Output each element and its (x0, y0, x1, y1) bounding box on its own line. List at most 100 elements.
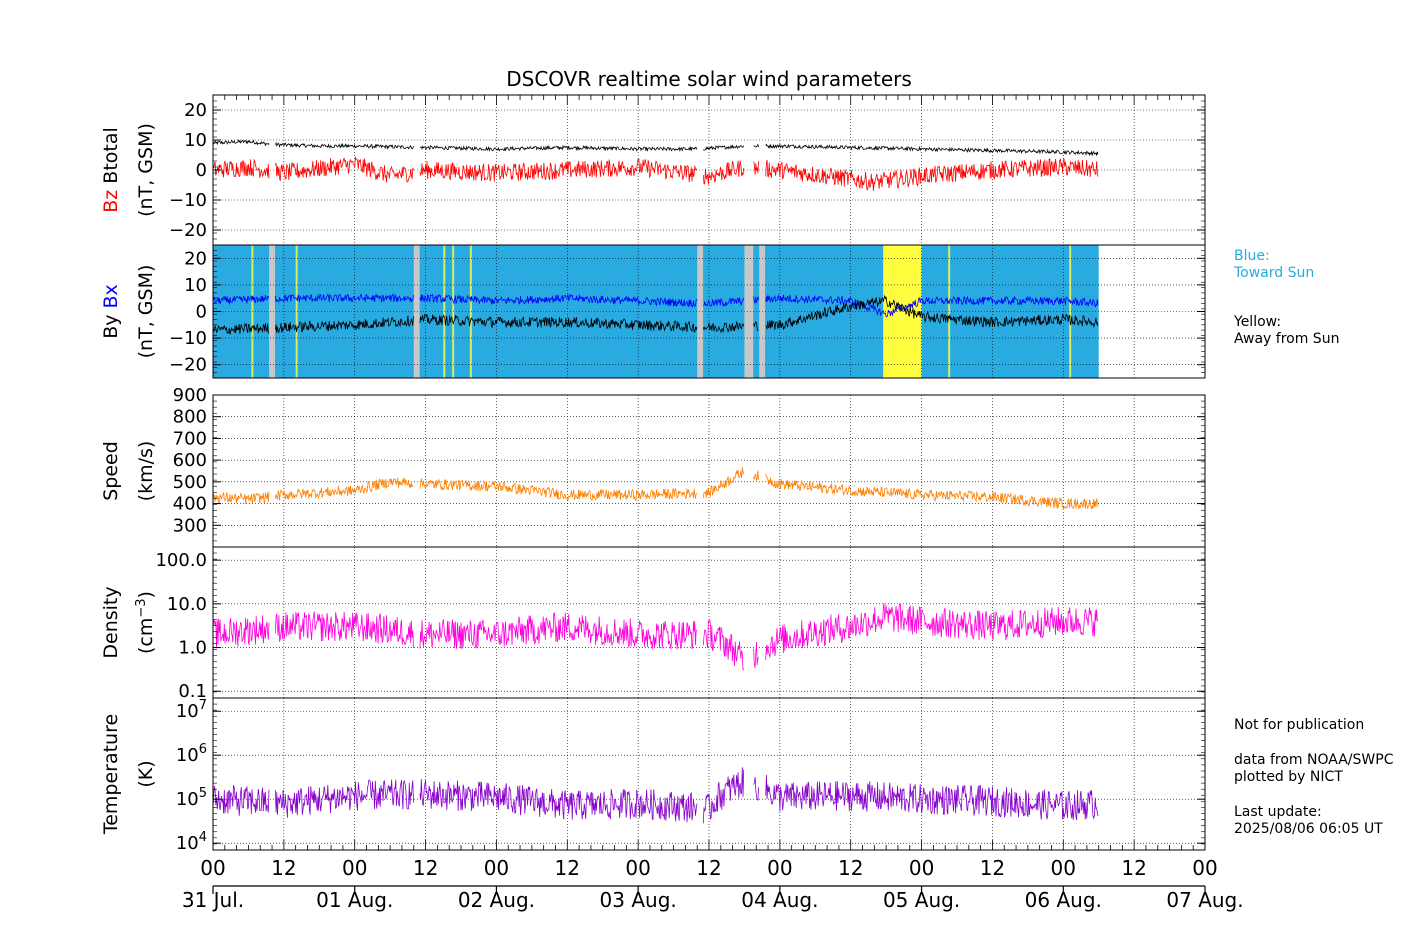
y-tick-label: 20 (184, 100, 207, 121)
y-tick-label: 107 (176, 698, 207, 722)
y-unit-text: (K) (135, 760, 157, 787)
series-density (213, 602, 1099, 671)
y-tick-label: 1.0 (178, 638, 207, 659)
x-hour-label: 00 (909, 856, 934, 880)
y-label-temp: Temperature (100, 714, 122, 835)
y-tick-label: −10 (169, 190, 207, 211)
data-gap (269, 245, 275, 378)
x-hour-label: 12 (1121, 856, 1146, 880)
panels: 20 10 0 −10 −20 Bz Btotal (nT, GSM) 20 10 0 −10 −20… (100, 94, 1206, 854)
y-unit-bxby: (nT, GSM) (135, 265, 157, 359)
y-tick-label: −20 (169, 355, 207, 376)
x-hour-label: 00 (200, 856, 225, 880)
series-temperature (213, 767, 1099, 824)
y-tick-label: −20 (169, 220, 207, 241)
data-source: data from NOAA/SWPC (1234, 752, 1394, 768)
series-bz-line (213, 156, 1099, 191)
y-unit-speed: (km/s) (135, 441, 157, 502)
y-label-b: Bx (100, 284, 122, 308)
series-by-line (213, 294, 1099, 335)
y-label-bxby: By Bx (100, 284, 122, 339)
y-unit-sup: −3 (134, 598, 149, 617)
x-date-label: 06 Aug. (1025, 888, 1102, 912)
y-unit-temp: (K) (135, 760, 157, 787)
y-unit-mag: (nT, GSM) (135, 123, 157, 217)
x-hour-label: 12 (696, 856, 721, 880)
legend-blue-label: Blue: (1234, 248, 1270, 264)
y-tick-label: 0.1 (178, 681, 207, 702)
x-date-label: 01 Aug. (316, 888, 393, 912)
y-tick-label: 104 (176, 830, 207, 854)
plotted-by: plotted by NICT (1234, 769, 1343, 785)
y-tick-label: 106 (176, 742, 207, 766)
data-gap (413, 245, 420, 378)
x-date-label: 31 Jul. (182, 888, 244, 912)
series-btotal (213, 139, 1099, 157)
x-hour-label: 12 (980, 856, 1005, 880)
x-date-label: 03 Aug. (600, 888, 677, 912)
series-bx-line (213, 292, 1099, 318)
x-hour-label: 12 (271, 856, 296, 880)
imf-away-stripe (1069, 245, 1072, 378)
x-date-label: 07 Aug. (1166, 888, 1243, 912)
y-unit-density: (cm−3) (134, 591, 157, 654)
y-label-a: Bz (100, 190, 122, 213)
y-tick-label: 105 (176, 786, 207, 810)
y-tick-label: 100.0 (155, 550, 207, 571)
y-label-mag: Bz Btotal (100, 127, 122, 213)
x-hour-label: 00 (767, 856, 792, 880)
x-date-label: 05 Aug. (883, 888, 960, 912)
data-gap (697, 245, 704, 378)
y-label-density: Density (100, 586, 122, 658)
not-for-publication: Not for publication (1234, 717, 1365, 733)
y-tick-label: 400 (173, 494, 207, 515)
y-tick-label: 300 (173, 515, 207, 536)
y-unit-text: (cm (135, 618, 157, 654)
y-label-a: By (100, 315, 122, 339)
series-bz (213, 156, 1099, 191)
y-tick-exponent: 7 (199, 698, 207, 713)
series-density-line (213, 602, 1099, 671)
x-hour-label: 00 (1192, 856, 1217, 880)
x-hour-label: 00 (342, 856, 367, 880)
imf-away-stripe (948, 245, 951, 378)
imf-away-stripe (295, 245, 298, 378)
x-hour-label: 00 (625, 856, 650, 880)
legend-yellow-label: Yellow: (1234, 314, 1282, 330)
y-unit-end: ) (135, 591, 157, 598)
y-tick-label: 800 (173, 407, 207, 428)
y-unit-text: (km/s) (135, 441, 157, 502)
y-tick-label: 10.0 (167, 594, 207, 615)
last-update-value: 2025/08/06 06:05 UT (1234, 821, 1383, 837)
y-tick-exponent: 4 (199, 830, 207, 845)
y-tick-label: 20 (184, 248, 207, 269)
imf-away-stripe (469, 245, 472, 378)
y-unit-text: (nT, GSM) (135, 123, 157, 217)
y-tick-exponent: 5 (199, 786, 207, 801)
y-tick-label: 600 (173, 450, 207, 471)
data-gap (744, 245, 754, 378)
y-tick-exponent: 6 (199, 742, 207, 757)
y-label-b: Btotal (100, 127, 122, 183)
y-tick-label: 900 (173, 385, 207, 406)
x-date-label: 02 Aug. (458, 888, 535, 912)
y-tick-label: −10 (169, 328, 207, 349)
y-tick-label: 500 (173, 472, 207, 493)
x-hour-label: 00 (1051, 856, 1076, 880)
legend-blue-text: Toward Sun (1234, 265, 1315, 281)
y-tick-label: 700 (173, 428, 207, 449)
y-tick-label: 10 (184, 275, 207, 296)
y-tick-label: 10 (184, 130, 207, 151)
chart-title: DSCOVR realtime solar wind parameters (506, 67, 912, 91)
series-speed (213, 467, 1099, 511)
series-temperature-line (213, 767, 1099, 824)
series-bx (213, 292, 1099, 318)
x-hour-label: 12 (555, 856, 580, 880)
x-hour-label: 00 (484, 856, 509, 880)
series-by (213, 294, 1099, 335)
y-tick-label: 0 (196, 160, 207, 181)
last-update-label: Last update: (1234, 804, 1322, 820)
x-date-label: 04 Aug. (741, 888, 818, 912)
